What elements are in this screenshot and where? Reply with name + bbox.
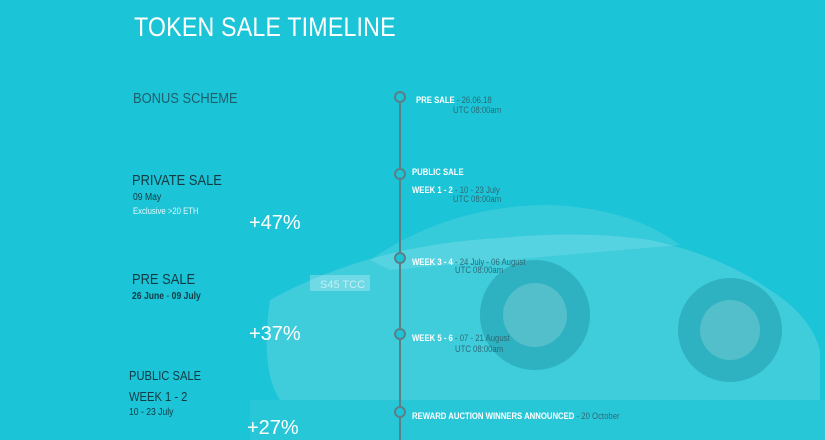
timeline-line xyxy=(399,95,401,440)
timeline-public-sale-date: - 10 - 23 July xyxy=(452,185,500,195)
plate-text: S45 TCC xyxy=(320,279,365,291)
timeline-public-sale-label: PUBLIC SALE xyxy=(412,167,464,177)
private-sale-note: Exclusive >20 ETH xyxy=(133,206,199,216)
private-sale-bonus-percent: +47% xyxy=(249,212,301,234)
timeline-node-public-sale xyxy=(394,168,406,180)
timeline-public-sale-time: UTC 08:00am xyxy=(453,194,502,204)
pre-sale-date-end: 09 July xyxy=(171,291,201,302)
pre-sale-title: PRE SALE xyxy=(132,271,196,288)
pre-sale-bonus-percent: +37% xyxy=(249,323,301,345)
timeline-pre-sale-time: UTC 08:00am xyxy=(453,105,502,115)
timeline-week-3-4: WEEK 3 - 4 - 24 July - 06 August xyxy=(412,252,526,270)
timeline-week-3-4-date: - 24 July - 06 August xyxy=(452,257,526,267)
public-sale-date: 10 - 23 July xyxy=(129,407,174,418)
timeline-reward-auction-date: - 20 October xyxy=(574,411,620,421)
timeline-reward-auction-label: REWARD AUCTION WINNERS ANNOUNCED xyxy=(412,411,575,421)
timeline-pre-sale-label: PRE SALE xyxy=(416,95,455,105)
public-sale-bonus-percent: +27% xyxy=(247,417,299,439)
timeline-node-week-5-6 xyxy=(394,328,406,340)
timeline-pre-sale-date: - 26.06.18 xyxy=(454,95,492,105)
timeline-public-sale-week-label: WEEK 1 - 2 xyxy=(412,185,453,195)
page-title: TOKEN SALE TIMELINE xyxy=(134,12,396,42)
public-sale-title: PUBLIC SALE xyxy=(129,368,202,383)
pre-sale-dates: 26 June - 09 July xyxy=(132,291,201,302)
private-sale-title: PRIVATE SALE xyxy=(132,172,222,189)
timeline-pre-sale: PRE SALE - 26.06.18 xyxy=(416,90,492,108)
timeline-week-5-6: WEEK 5 - 6 - 07 - 21 August xyxy=(412,328,510,346)
timeline-public-sale-week: WEEK 1 - 2 - 10 - 23 July xyxy=(412,180,500,198)
timeline-node-reward-auction xyxy=(394,406,406,418)
pre-sale-date-separator: - xyxy=(164,291,172,302)
timeline-week-5-6-label: WEEK 5 - 6 xyxy=(412,333,453,343)
public-sale-week: WEEK 1 - 2 xyxy=(129,389,188,404)
timeline-week-5-6-date: - 07 - 21 August xyxy=(452,333,510,343)
bonus-scheme-heading: BONUS SCHEME xyxy=(133,90,238,107)
private-sale-date: 09 May xyxy=(133,192,162,203)
timeline-week-3-4-time: UTC 08:00am xyxy=(455,265,504,275)
timeline-week-5-6-time: UTC 08:00am xyxy=(455,344,504,354)
timeline-node-week-3-4 xyxy=(394,252,406,264)
timeline-week-3-4-label: WEEK 3 - 4 xyxy=(412,257,453,267)
background-car-image: S45 TCC xyxy=(250,205,825,440)
timeline-reward-auction: REWARD AUCTION WINNERS ANNOUNCED - 20 Oc… xyxy=(412,406,620,424)
pre-sale-date-start: 26 June xyxy=(132,291,165,302)
timeline-node-pre-sale xyxy=(394,91,406,103)
